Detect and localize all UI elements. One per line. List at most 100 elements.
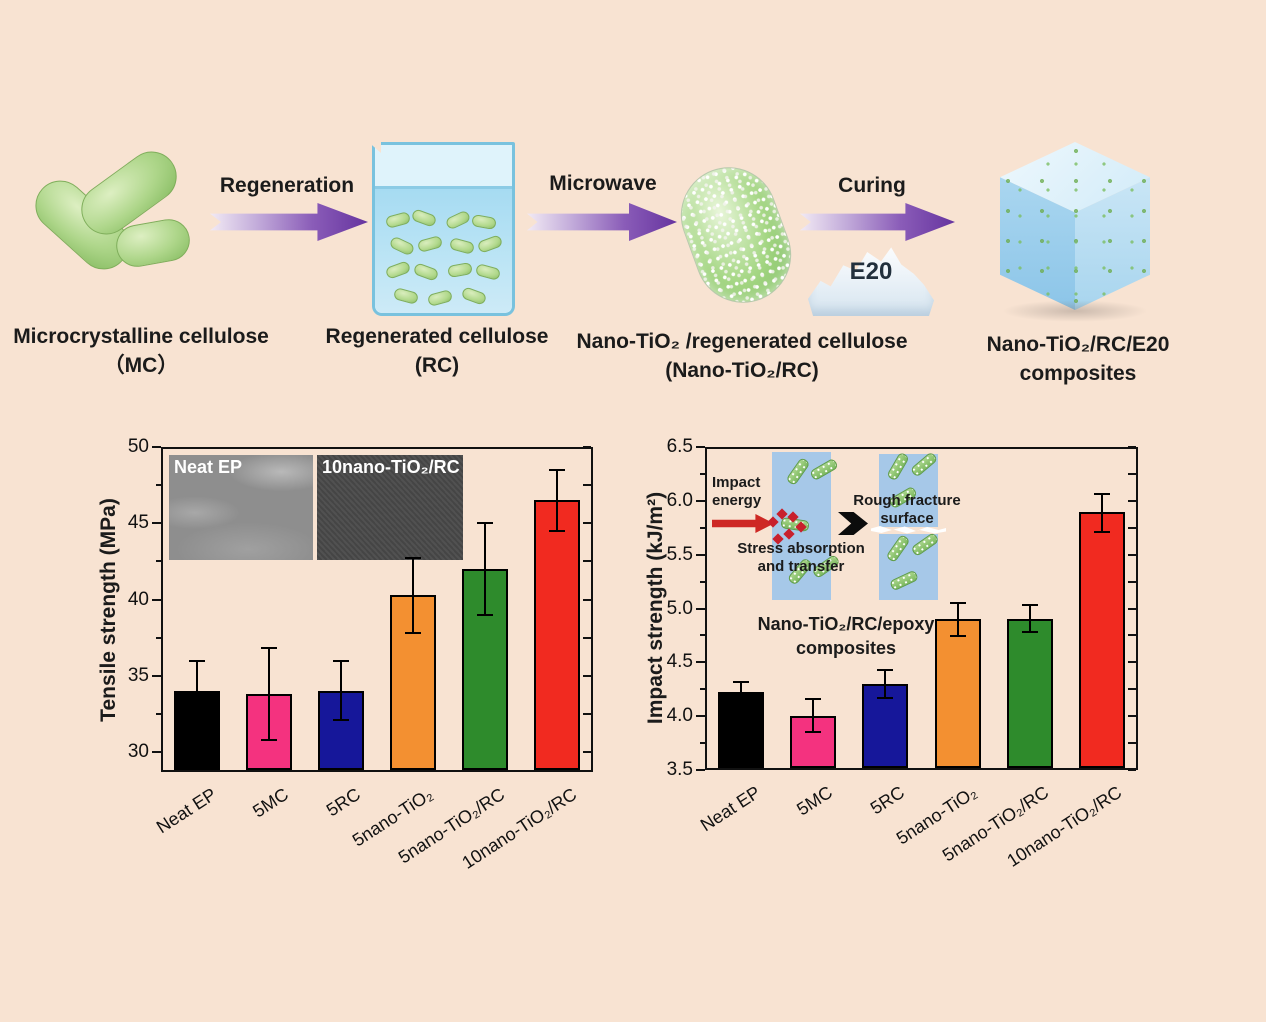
y-axis-minor-tick <box>700 580 705 583</box>
y-axis-major-tick <box>696 499 705 502</box>
label-line1: Nano-TiO₂ /regenerated cellulose <box>576 330 908 353</box>
transform-chevron-icon <box>838 512 868 535</box>
y-axis-major-tick <box>696 661 705 664</box>
cube-green-specks <box>1000 142 1150 310</box>
error-cap-bottom <box>189 717 205 720</box>
error-cap-top <box>261 647 277 650</box>
x-category-label: 5MC <box>793 782 837 820</box>
right-border-tick <box>1128 472 1136 475</box>
y-axis-major-tick <box>696 446 705 448</box>
right-border-tick <box>583 713 591 716</box>
y-axis-minor-tick <box>156 713 161 716</box>
y-tick-label: 45 <box>127 512 149 534</box>
stress-line1: Stress absorption <box>737 540 865 557</box>
y-axis-minor-tick <box>700 526 705 529</box>
label-regenerated-cellulose: Regenerated cellulose (RC) <box>312 322 562 380</box>
right-border-tick <box>583 522 591 525</box>
plot-frame <box>161 447 593 772</box>
error-cap-bottom <box>405 632 421 635</box>
arrow-label-microwave: Microwave <box>549 172 657 195</box>
error-cap-top <box>405 557 421 560</box>
y-axis-major-tick <box>696 769 705 771</box>
error-cap-top <box>1093 493 1110 496</box>
right-border-tick <box>1128 634 1136 637</box>
error-cap-top <box>1021 604 1038 607</box>
error-cap-top <box>189 659 205 662</box>
error-bar <box>268 648 270 740</box>
label-line2: （MC） <box>103 354 179 377</box>
stress-absorption-text: Stress absorption and transfer <box>730 540 872 575</box>
y-tick-label: 5.0 <box>666 597 693 619</box>
right-border-tick <box>1128 742 1136 745</box>
right-border-tick <box>583 560 591 563</box>
y-tick-label: 4.5 <box>666 651 693 673</box>
sem-inset-label: 10nano-TiO₂/RC <box>322 457 460 477</box>
bar-Neat EP <box>718 692 765 768</box>
y-tick-label: 35 <box>127 664 149 686</box>
y-axis-minor-tick <box>700 742 705 745</box>
right-border-tick <box>583 751 591 754</box>
right-border-tick <box>583 484 591 487</box>
right-chart-y-axis-title: Impact strength (kJ/m²) <box>644 491 667 725</box>
right-border-tick <box>583 446 591 448</box>
error-cap-bottom <box>949 635 966 638</box>
y-tick-label: 5.5 <box>666 543 693 565</box>
error-bar <box>340 660 342 721</box>
impact-energy-line1: Impact <box>712 474 761 491</box>
label-nano-tio2-rc: Nano-TiO₂ /regenerated cellulose (Nano-T… <box>570 327 914 385</box>
error-cap-bottom <box>333 719 349 722</box>
error-bar <box>412 558 414 634</box>
caption-line2: composites <box>795 638 897 659</box>
error-bar <box>484 523 486 615</box>
label-composites: Nano-TiO₂/RC/E20 composites <box>968 330 1188 388</box>
cube-shadow <box>1002 300 1148 322</box>
beaker-icon <box>365 139 515 316</box>
error-cap-bottom <box>1021 631 1038 634</box>
label-line2: (RC) <box>414 354 460 377</box>
impact-energy-line2: energy <box>712 491 762 509</box>
y-axis-major-tick <box>152 446 161 448</box>
error-cap-top <box>549 468 565 471</box>
label-line1: Microcrystalline cellulose <box>13 325 269 348</box>
bar-10nano-TiO₂/RC <box>534 500 580 770</box>
right-border-tick <box>1128 769 1136 771</box>
error-cap-bottom <box>805 731 822 734</box>
y-axis-major-tick <box>152 598 161 601</box>
error-bar <box>196 660 198 719</box>
sem-inset-label: Neat EP <box>174 457 243 477</box>
y-axis-minor-tick <box>156 484 161 487</box>
label-line1: Regenerated cellulose <box>325 325 549 348</box>
error-cap-top <box>877 668 894 671</box>
x-category-label: Neat EP <box>696 782 764 836</box>
bar-10nano-TiO₂/RC <box>1078 511 1125 768</box>
error-bar <box>884 669 887 698</box>
e20-label: E20 <box>849 258 893 285</box>
error-cap-bottom <box>733 702 750 705</box>
error-cap-bottom <box>877 696 894 699</box>
y-axis-major-tick <box>152 751 161 754</box>
stress-line2: and transfer <box>757 557 845 575</box>
arrow-label-curing: Curing <box>838 174 906 197</box>
caption-line1: Nano-TiO₂/RC/epoxy <box>757 614 935 634</box>
error-bar <box>956 603 959 637</box>
y-tick-label: 30 <box>127 741 149 763</box>
y-axis-minor-tick <box>156 560 161 563</box>
y-tick-label: 40 <box>127 588 149 610</box>
error-bar <box>556 469 558 531</box>
right-border-tick <box>583 636 591 639</box>
y-axis-major-tick <box>696 607 705 610</box>
error-cap-top <box>477 522 493 525</box>
right-border-tick <box>1128 499 1136 502</box>
plot-frame <box>705 447 1138 770</box>
error-cap-top <box>949 602 966 605</box>
right-border-tick <box>583 674 591 677</box>
composite-cube-icon <box>1000 142 1150 310</box>
rough-line2: surface <box>880 509 934 527</box>
x-category-label: 5MC <box>249 784 292 822</box>
y-axis-major-tick <box>696 553 705 556</box>
right-border-tick <box>1128 688 1136 691</box>
rough-line1: Rough fracture <box>853 492 961 509</box>
error-cap-top <box>805 697 822 700</box>
